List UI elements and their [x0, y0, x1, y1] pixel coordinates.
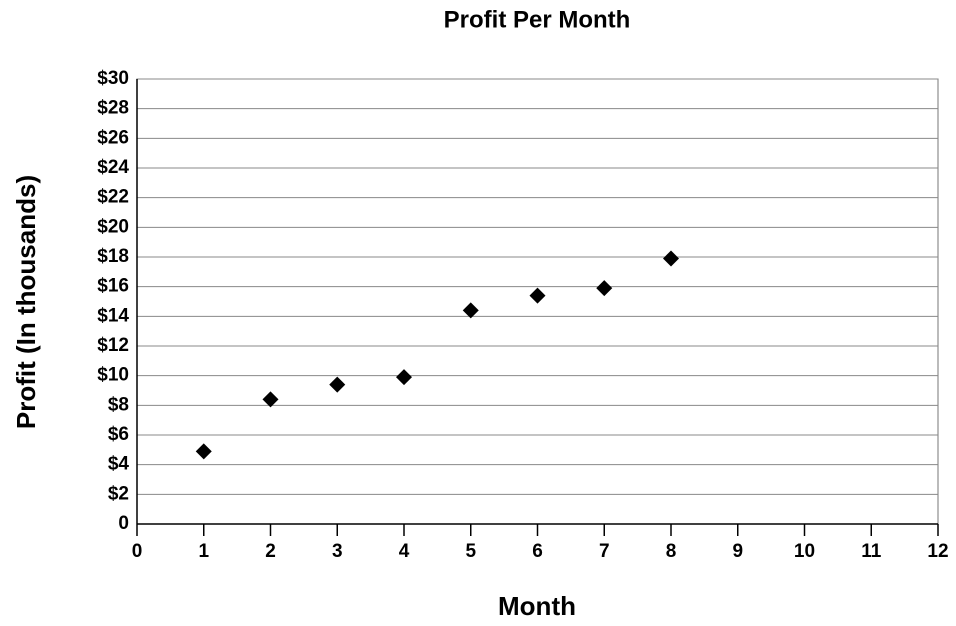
x-tick-label: 0 [132, 541, 143, 562]
y-tick-label: $30 [97, 68, 129, 89]
x-tick-label: 2 [265, 541, 276, 562]
x-tick-label: 6 [532, 541, 543, 562]
point [195, 443, 212, 460]
x-tick-label: 4 [399, 541, 410, 562]
point [396, 369, 412, 386]
chart-title: Profit Per Month [444, 6, 631, 33]
x-tick-label: 5 [465, 541, 476, 562]
y-tick-label: $16 [97, 276, 129, 297]
x-tick-label: 9 [732, 541, 743, 562]
y-tick-label: $8 [108, 394, 129, 415]
point [262, 391, 279, 408]
x-tick-label: 10 [794, 541, 815, 562]
point [663, 250, 679, 267]
y-axis-label: Profit (In thousands) [11, 175, 41, 429]
y-tick-label: $18 [97, 246, 129, 267]
y-tick-label: $26 [97, 127, 129, 148]
point [462, 302, 479, 319]
y-tick-label: $4 [108, 454, 130, 475]
x-tick-label: 7 [599, 541, 610, 562]
y-tick-label: $14 [97, 305, 129, 326]
y-tick-label: $12 [97, 335, 129, 356]
point [529, 287, 546, 304]
y-tick-label: 0 [118, 513, 129, 534]
x-axis-label: Month [498, 591, 576, 621]
point [329, 376, 346, 393]
x-tick-label: 3 [332, 541, 343, 562]
y-tick-label: $10 [97, 365, 129, 386]
y-tick-label: $22 [97, 187, 129, 208]
point [596, 280, 613, 297]
y-tick-label: $28 [97, 98, 129, 119]
y-tick-label: $6 [108, 424, 129, 445]
y-tick-label: $24 [97, 157, 129, 178]
x-tick-label: 12 [927, 541, 948, 562]
x-tick-label: 1 [198, 541, 209, 562]
x-tick-label: 8 [666, 541, 677, 562]
y-tick-label: $20 [97, 216, 129, 237]
x-tick-label: 11 [861, 541, 882, 562]
y-tick-label: $2 [108, 483, 129, 504]
